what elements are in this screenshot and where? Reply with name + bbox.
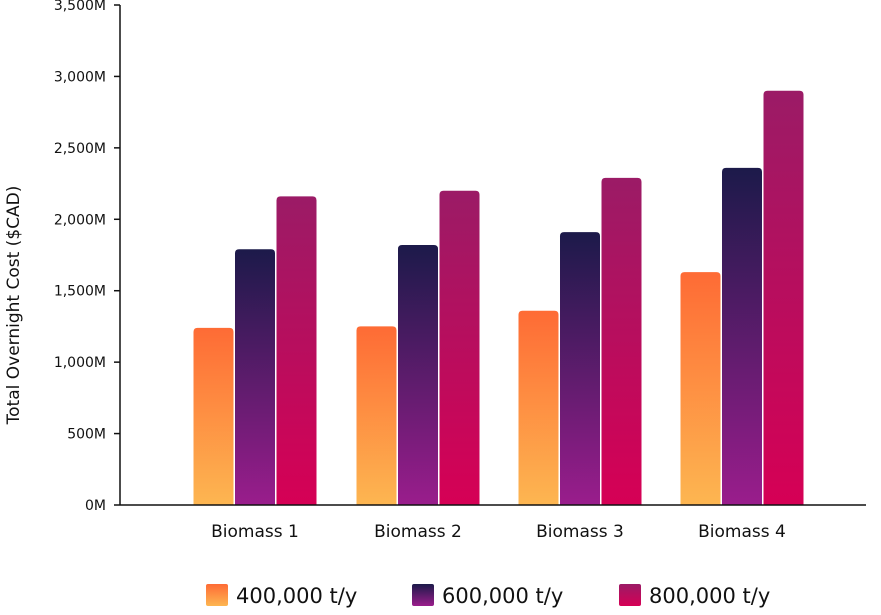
legend-swatch <box>206 584 228 606</box>
x-tick-label: Biomass 4 <box>698 522 786 542</box>
y-tick-label: 2,000M <box>54 212 106 228</box>
legend-label: 600,000 t/y <box>442 584 563 608</box>
bar-biomass-2-series-3 <box>439 190 480 505</box>
legend-label: 400,000 t/y <box>236 584 357 608</box>
bar-biomass-2-series-2 <box>398 245 438 505</box>
x-tick-label: Biomass 1 <box>211 522 299 542</box>
y-tick-label: 3,000M <box>54 69 106 85</box>
bar-biomass-1-series-1 <box>193 327 234 505</box>
bar-biomass-1-series-3 <box>276 196 317 505</box>
y-axis-title: Total Overnight Cost ($CAD) <box>4 186 24 426</box>
legend: 400,000 t/y 600,000 t/y 800,000 t/y <box>206 584 770 608</box>
legend-swatch <box>412 584 434 606</box>
legend-label: 800,000 t/y <box>649 584 770 608</box>
y-tick-label: 1,500M <box>54 284 106 300</box>
bar-biomass-4-series-2 <box>722 167 762 505</box>
x-axis: Biomass 1 Biomass 2 Biomass 3 Biomass 4 <box>120 504 866 542</box>
x-tick-label: Biomass 3 <box>536 522 624 542</box>
y-tick-label: 1,000M <box>54 355 106 371</box>
x-tick-label: Biomass 2 <box>374 522 462 542</box>
bar-biomass-3-series-3 <box>601 177 642 505</box>
bar-biomass-2-series-1 <box>356 326 397 505</box>
bar-biomass-3-series-1 <box>518 310 559 505</box>
y-tick-label: 3,500M <box>54 0 106 14</box>
bar-biomass-4-series-1 <box>680 272 721 505</box>
y-tick-label: 500M <box>67 427 106 443</box>
bars <box>193 90 804 505</box>
y-tick-label: 2,500M <box>54 141 106 157</box>
y-axis: 0M 500M 1,000M 1,500M 2,000M 2,500M 3,000M 3,50… <box>54 0 121 514</box>
bar-biomass-1-series-2 <box>235 249 275 505</box>
bar-biomass-4-series-3 <box>763 90 804 505</box>
bar-biomass-3-series-2 <box>560 232 600 505</box>
y-tick-label: 0M <box>85 498 106 514</box>
legend-swatch <box>619 584 641 606</box>
